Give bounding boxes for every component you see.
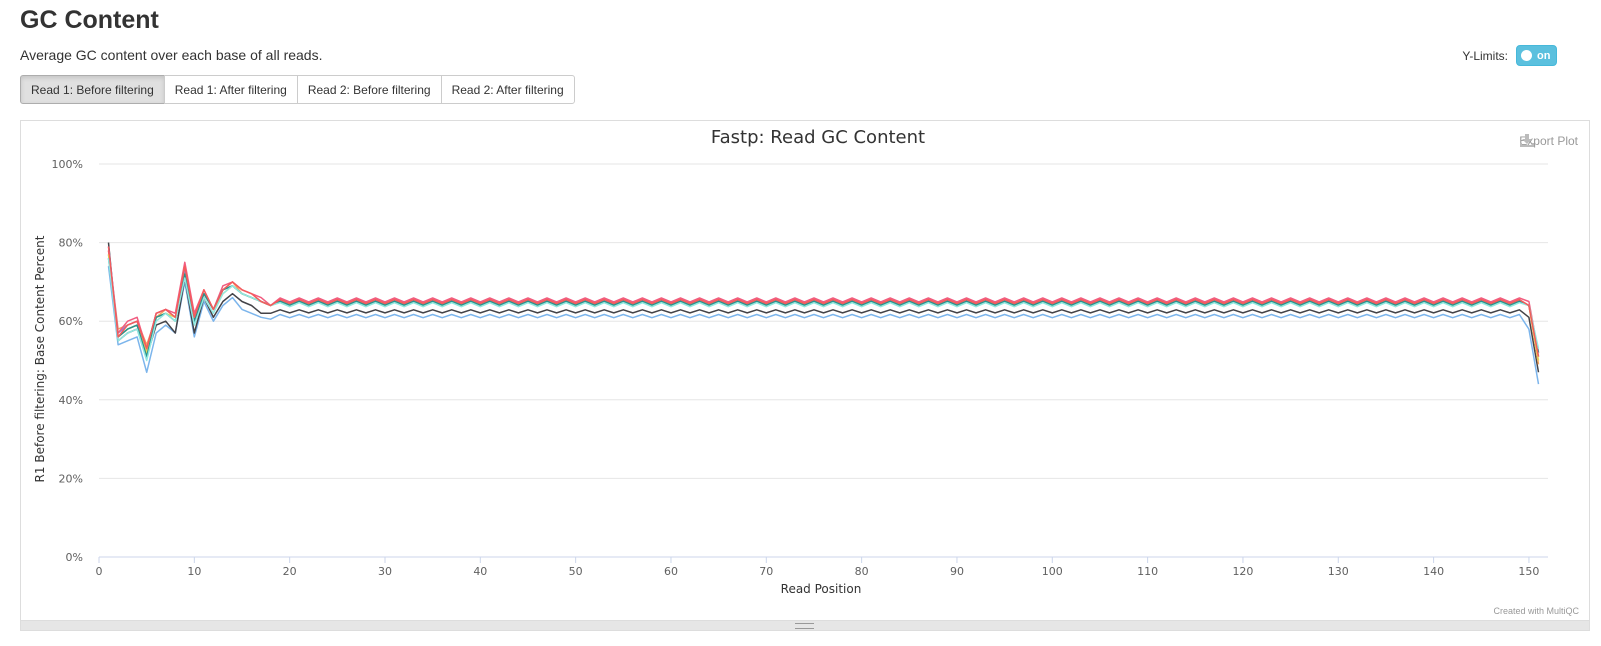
series-line-7 xyxy=(107,254,1540,361)
chart-title: Fastp: Read GC Content xyxy=(711,127,925,148)
series-line-8 xyxy=(107,258,1540,358)
y-limits-label: Y-Limits: xyxy=(1462,48,1508,63)
y-limits-control: Y-Limits: on xyxy=(1462,45,1557,66)
series-line-10 xyxy=(107,246,1540,357)
y-tick-label: 100% xyxy=(52,158,83,171)
plot-container: 0% 20% 40% 60% 80% 100% 0 10 20 30 40 50 60 70 80 90 10… xyxy=(20,120,1590,631)
y-tick-label: 80% xyxy=(59,237,83,250)
series-line-9 xyxy=(107,258,1540,362)
x-tick-label: 0 xyxy=(96,565,103,578)
y-limits-toggle[interactable]: on xyxy=(1516,45,1557,66)
read-tabs: Read 1: Before filtering Read 1: After f… xyxy=(20,75,575,104)
tab-read1-before-filtering[interactable]: Read 1: Before filtering xyxy=(20,75,165,104)
x-tick-label: 40 xyxy=(473,565,487,578)
x-tick-label: 110 xyxy=(1137,565,1158,578)
x-tick-label: 50 xyxy=(569,565,583,578)
y-tick-label: 0% xyxy=(66,551,83,564)
x-tick-label: 150 xyxy=(1518,565,1539,578)
credit-text: Created with MultiQC xyxy=(1493,606,1579,616)
series-line-2 xyxy=(107,242,1540,373)
x-axis-label: Read Position xyxy=(781,582,862,596)
x-tick-label: 30 xyxy=(378,565,392,578)
x-tick-label: 80 xyxy=(855,565,869,578)
y-tick-label: 20% xyxy=(59,472,83,485)
series-line-1 xyxy=(107,266,1540,385)
tab-read2-before-filtering[interactable]: Read 2: Before filtering xyxy=(296,75,442,104)
x-tick-label: 70 xyxy=(759,565,773,578)
x-tick-labels: 0 10 20 30 40 50 60 70 80 90 100 110 120 130 140 150 xyxy=(96,565,1540,578)
resize-grip-icon xyxy=(795,623,814,629)
x-tick-label: 10 xyxy=(187,565,201,578)
x-tick-label: 120 xyxy=(1232,565,1253,578)
y-tick-label: 60% xyxy=(59,315,83,328)
x-tick-label: 20 xyxy=(283,565,297,578)
y-tick-labels: 0% 20% 40% 60% 80% 100% xyxy=(52,158,83,564)
gc-content-chart: 0% 20% 40% 60% 80% 100% 0 10 20 30 40 50 60 70 80 90 10… xyxy=(33,127,1548,596)
x-tick-label: 130 xyxy=(1328,565,1349,578)
export-plot-button[interactable]: Export Plot xyxy=(1519,134,1578,148)
page-title: GC Content xyxy=(20,6,159,34)
tab-read2-after-filtering[interactable]: Read 2: After filtering xyxy=(440,75,575,104)
tab-read1-after-filtering[interactable]: Read 1: After filtering xyxy=(163,75,298,104)
toggle-state-label: on xyxy=(1537,49,1551,62)
series-lines xyxy=(107,242,1540,385)
series-line-6 xyxy=(107,250,1540,353)
toggle-knob xyxy=(1521,50,1532,61)
series-line-4 xyxy=(107,250,1540,365)
grid-lines xyxy=(98,163,1548,563)
x-tick-label: 60 xyxy=(664,565,678,578)
y-tick-label: 40% xyxy=(59,394,83,407)
x-tick-label: 90 xyxy=(950,565,964,578)
section-description: Average GC content over each base of all… xyxy=(20,47,323,63)
download-icon xyxy=(1520,134,1535,147)
y-axis-label: R1 Before filtering: Base Content Percen… xyxy=(33,235,47,482)
x-tick-label: 100 xyxy=(1042,565,1063,578)
plot-resize-handle[interactable] xyxy=(21,620,1589,630)
x-tick-label: 140 xyxy=(1423,565,1444,578)
